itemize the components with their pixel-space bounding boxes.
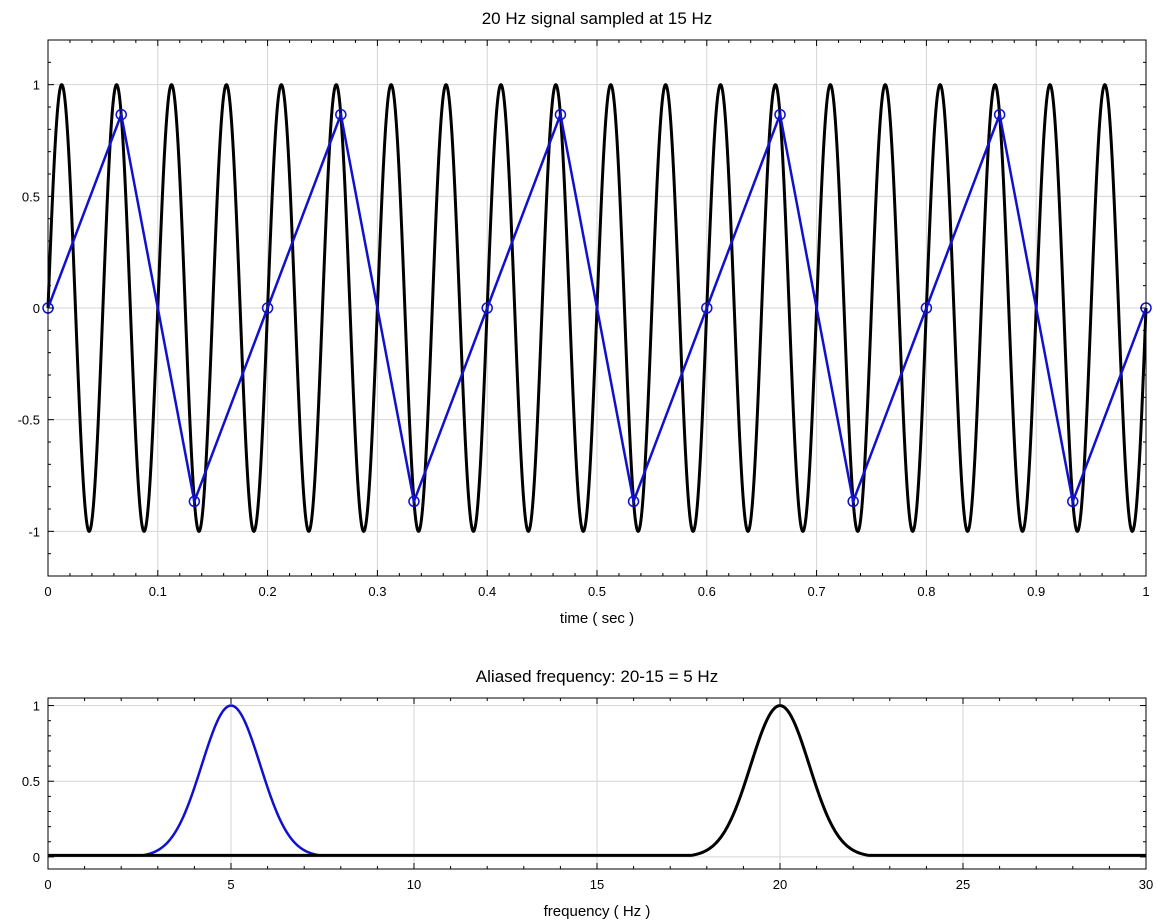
y-tick-label: 0 <box>33 850 40 865</box>
time-chart-data <box>42 83 1152 533</box>
sample-point-marker <box>261 302 274 314</box>
sample-point-marker <box>993 108 1006 121</box>
x-tick-label: 25 <box>956 877 970 892</box>
frequency-chart-ticks: 0 5 10 15 20 25 30 1 0.5 0 <box>22 698 1153 892</box>
y-tick-label: 1 <box>33 699 40 714</box>
y-tick-label: -0.5 <box>18 413 40 428</box>
sample-point-marker <box>481 302 493 314</box>
series-line-20hz-spectrum <box>48 704 1146 857</box>
sample-point-marker <box>847 495 859 508</box>
sample-point-marker <box>1067 495 1079 508</box>
y-tick-label: 0.5 <box>22 774 40 789</box>
x-tick-label: 10 <box>407 877 421 892</box>
y-tick-label: -1 <box>28 524 40 539</box>
frequency-chart-data <box>47 704 1146 857</box>
sample-point-marker <box>920 302 933 314</box>
sample-point-marker <box>335 108 347 121</box>
x-tick-label: 0.2 <box>259 584 277 599</box>
x-tick-label: 0.7 <box>808 584 826 599</box>
time-chart-x-axis-label: time ( sec ) <box>560 610 634 627</box>
x-tick-label: 0 <box>44 877 51 892</box>
sample-point-marker <box>701 302 713 314</box>
sample-point-marker <box>115 108 127 121</box>
x-tick-label: 0.5 <box>588 584 606 599</box>
frequency-domain-chart: 0 5 10 15 20 25 30 1 0.5 0 Aliased frequency: 20-… <box>22 667 1153 920</box>
frequency-chart-x-axis-label: frequency ( Hz ) <box>544 903 651 920</box>
sample-point-marker <box>188 495 201 508</box>
x-tick-label: 30 <box>1139 877 1153 892</box>
x-tick-label: 0.6 <box>698 584 716 599</box>
frequency-chart-title: Aliased frequency: 20-15 = 5 Hz <box>476 667 718 686</box>
sample-point-marker <box>627 495 640 508</box>
x-tick-label: 15 <box>590 877 604 892</box>
y-tick-label: 1 <box>33 78 40 93</box>
x-tick-label: 0.8 <box>917 584 935 599</box>
sample-point-marker <box>774 108 786 121</box>
sample-point-marker <box>554 108 567 121</box>
time-chart-title: 20 Hz signal sampled at 15 Hz <box>482 9 713 28</box>
y-tick-label: 0.5 <box>22 189 40 204</box>
x-tick-label: 20 <box>773 877 787 892</box>
x-tick-label: 0.4 <box>478 584 496 599</box>
x-tick-label: 0.9 <box>1027 584 1045 599</box>
x-tick-label: 0 <box>44 584 51 599</box>
y-tick-label: 0 <box>33 301 40 316</box>
time-domain-chart: 0 0.1 0.2 0.3 0.4 0.5 0.6 0.7 0.8 0.9 1 1 0.5 0 -0.5 -1… <box>18 9 1152 627</box>
sample-point-marker <box>408 495 420 508</box>
x-tick-label: 0.3 <box>368 584 386 599</box>
x-tick-label: 1 <box>1142 584 1149 599</box>
x-tick-label: 0.1 <box>149 584 167 599</box>
x-tick-label: 5 <box>227 877 234 892</box>
series-line-sampled <box>46 109 1148 507</box>
time-chart-ticks: 0 0.1 0.2 0.3 0.4 0.5 0.6 0.7 0.8 0.9 1 1 0.5 0 -0.5 -1 <box>18 40 1150 599</box>
